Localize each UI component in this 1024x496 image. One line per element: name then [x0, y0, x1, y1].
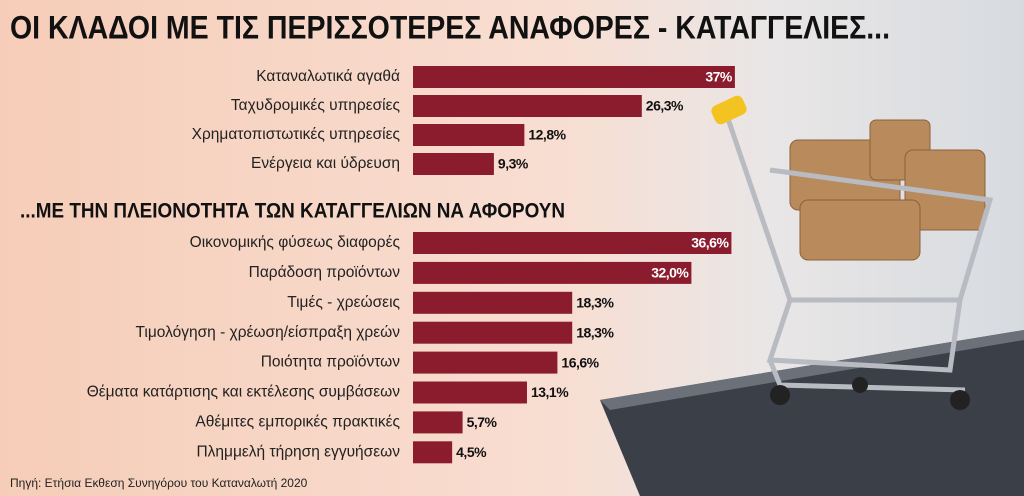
value-label: 4,5%	[456, 444, 487, 460]
source-note: Πηγή: Ετήσια Εκθεση Συνηγόρου του Κατανα…	[10, 476, 308, 490]
category-label: Χρηματοπιστωτικές υπηρεσίες	[192, 126, 400, 143]
chart-title: ΟΙ ΚΛΑΔΟΙ ΜΕ ΤΙΣ ΠΕΡΙΣΣΟΤΕΡΕΣ ΑΝΑΦΟΡΕΣ -…	[10, 9, 890, 45]
laptop-edge	[600, 330, 1024, 410]
cart-handle	[711, 95, 747, 125]
value-label: 37%	[705, 69, 733, 85]
bar	[413, 411, 463, 434]
value-label: 13,1%	[531, 384, 569, 400]
value-label: 18,3%	[576, 324, 614, 340]
value-label: 36,6%	[691, 235, 729, 251]
category-label: Ταχυδρομικές υπηρεσίες	[231, 97, 400, 114]
bar	[413, 261, 692, 284]
value-label: 9,3%	[498, 156, 529, 172]
cart-illustration	[600, 95, 1024, 496]
bar	[413, 291, 573, 314]
category-label: Αθέμιτες εμπορικές πρακτικές	[195, 413, 400, 430]
bar	[413, 153, 494, 175]
value-label: 16,6%	[561, 354, 599, 370]
category-label: Ενέργεια και ύδρευση	[251, 155, 400, 172]
category-label: Παράδοση προϊόντων	[249, 264, 401, 281]
category-label: Ποιότητα προϊόντων	[261, 354, 401, 371]
bar	[413, 321, 573, 344]
category-label: Οικονομικής φύσεως διαφορές	[190, 234, 400, 251]
value-label: 5,7%	[467, 414, 498, 430]
category-label: Καταναλωτικά αγαθά	[256, 68, 400, 85]
value-label: 12,8%	[528, 127, 566, 143]
bar	[413, 232, 732, 254]
bar	[413, 441, 453, 464]
category-label: Θέματα κατάρτισης και εκτέλεσης συμβάσεω…	[87, 384, 401, 401]
chart-subtitle: ...ΜΕ ΤΗΝ ΠΛΕΙΟΝΟΤΗΤΑ ΤΩΝ ΚΑΤΑΓΓΕΛΙΩΝ ΝΑ…	[20, 200, 565, 223]
bar	[413, 95, 642, 117]
bar	[413, 124, 525, 146]
category-label: Πλημμελή τήρηση εγγυήσεων	[196, 443, 400, 460]
category-label: Τιμολόγηση - χρέωση/είσπραξη χρεών	[136, 324, 401, 341]
bar	[413, 351, 558, 374]
value-label: 32,0%	[651, 265, 689, 281]
value-label: 18,3%	[576, 295, 614, 311]
value-label: 26,3%	[646, 98, 684, 114]
laptop	[600, 330, 1024, 496]
category-label: Τιμές - χρεώσεις	[287, 294, 400, 311]
cart-wheels	[770, 377, 970, 410]
bar	[413, 66, 735, 88]
bar	[413, 381, 527, 404]
parcels	[789, 119, 986, 261]
